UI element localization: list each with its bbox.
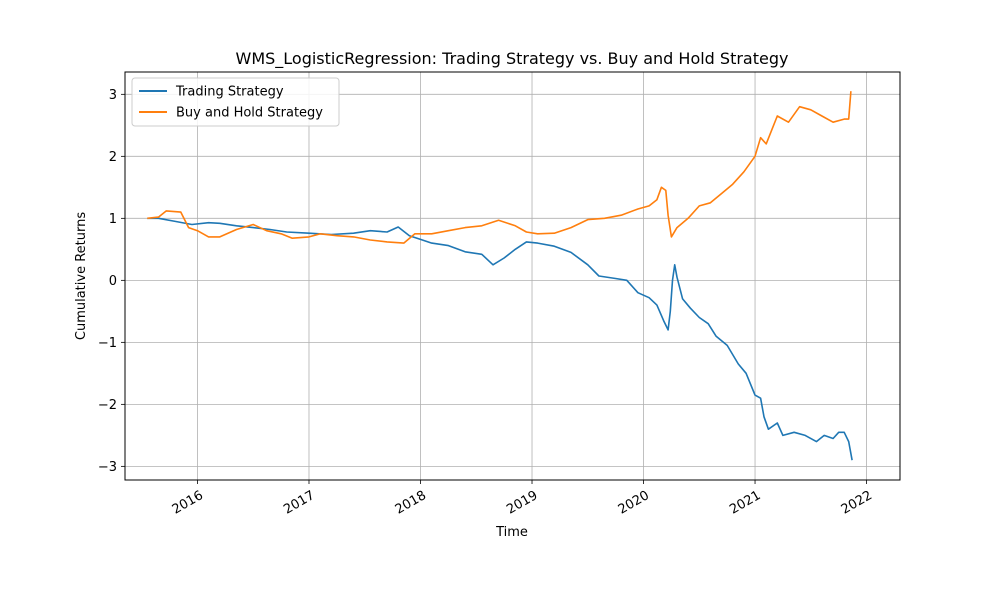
y-tick-label: −2 xyxy=(98,398,117,413)
plot-frame xyxy=(124,71,901,481)
chart-title: WMS_LogisticRegression: Trading Strategy… xyxy=(236,49,789,69)
y-axis-label: Cumulative Returns xyxy=(74,212,89,340)
y-tick-label: −1 xyxy=(98,336,117,351)
series-layer xyxy=(147,91,853,461)
legend: Trading Strategy Buy and Hold Strategy xyxy=(131,77,340,127)
y-tick-label: −3 xyxy=(98,460,117,475)
x-axis-label: Time xyxy=(495,525,528,540)
y-tick-label: 3 xyxy=(109,88,117,103)
y-tick-label: 1 xyxy=(109,212,117,227)
y-tick-label: 2 xyxy=(109,150,117,165)
legend-box xyxy=(131,77,340,127)
legend-label-trading-strategy: Trading Strategy xyxy=(175,85,284,100)
series-line-buy-and-hold-strategy xyxy=(147,91,852,244)
legend-label-buy-and-hold-strategy: Buy and Hold Strategy xyxy=(176,106,323,121)
y-tick-label: 0 xyxy=(109,274,117,289)
